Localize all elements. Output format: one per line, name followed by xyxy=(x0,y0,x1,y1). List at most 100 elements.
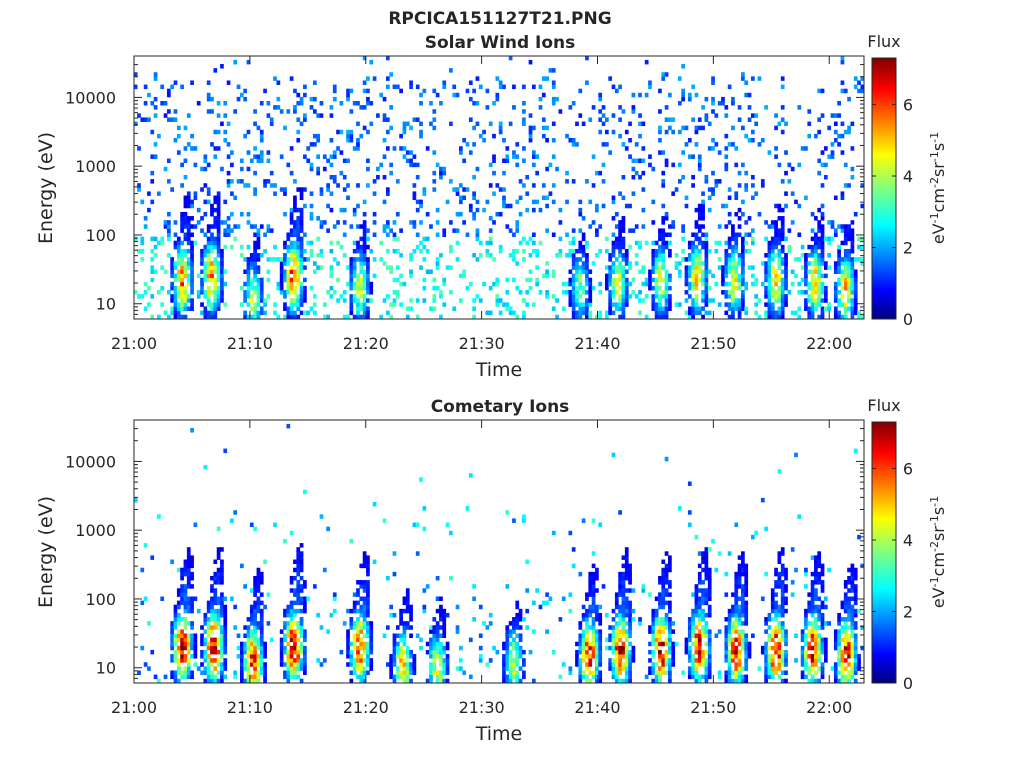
flux-cell xyxy=(847,273,851,279)
flux-cell xyxy=(415,314,420,320)
flux-cell xyxy=(661,625,666,630)
flux-cell xyxy=(724,658,729,663)
flux-cell xyxy=(346,129,350,135)
flux-cell xyxy=(256,257,261,262)
flux-cell xyxy=(621,228,626,233)
flux-cell xyxy=(206,290,211,295)
flux-cell xyxy=(203,166,208,172)
flux-cell xyxy=(737,575,742,581)
flux-cell xyxy=(173,641,178,647)
flux-cell xyxy=(674,302,679,307)
flux-cell xyxy=(230,211,234,217)
flux-cell xyxy=(425,649,430,655)
flux-cell xyxy=(366,228,370,233)
flux-cell xyxy=(309,248,314,254)
flux-cell xyxy=(432,170,437,176)
flux-cell xyxy=(435,621,440,626)
flux-cell xyxy=(581,216,586,221)
flux-cell xyxy=(210,236,214,242)
flux-cell xyxy=(462,158,467,164)
flux-cell xyxy=(750,273,755,279)
flux-cell xyxy=(528,133,533,139)
flux-cell xyxy=(180,277,184,283)
flux-cell xyxy=(777,207,782,213)
flux-cell xyxy=(173,298,178,303)
flux-cell xyxy=(293,666,297,671)
flux-cell xyxy=(611,216,616,221)
flux-cell xyxy=(342,298,347,303)
flux-cell xyxy=(648,658,652,663)
flux-cell xyxy=(392,290,397,295)
flux-cell xyxy=(213,257,218,262)
flux-cell xyxy=(578,240,583,246)
flux-cell xyxy=(780,236,785,242)
flux-cell xyxy=(346,641,350,647)
flux-cell xyxy=(767,302,772,307)
flux-cell xyxy=(392,649,397,655)
flux-cell xyxy=(694,604,699,610)
flux-cell xyxy=(614,600,619,606)
flux-cell xyxy=(694,592,699,597)
flux-cell xyxy=(724,678,729,684)
flux-cell xyxy=(522,658,526,663)
flux-cell xyxy=(522,183,526,188)
flux-cell xyxy=(442,649,447,655)
flux-cell xyxy=(366,600,370,606)
flux-cell xyxy=(585,261,589,266)
flux-cell xyxy=(658,604,662,610)
flux-cell xyxy=(721,203,725,209)
flux-cell xyxy=(442,84,447,90)
flux-cell xyxy=(210,207,214,213)
flux-cell xyxy=(299,588,304,593)
flux-cell xyxy=(518,179,523,184)
flux-cell xyxy=(581,265,586,270)
flux-cell xyxy=(256,600,261,606)
flux-cell xyxy=(770,257,775,262)
flux-cell xyxy=(558,674,563,680)
flux-cell xyxy=(651,649,656,655)
flux-cell xyxy=(183,641,188,647)
flux-cell xyxy=(741,236,745,242)
flux-cell xyxy=(213,666,218,671)
flux-cell xyxy=(628,265,632,270)
flux-cell xyxy=(611,617,616,622)
flux-cell xyxy=(505,649,510,655)
flux-cell xyxy=(180,248,184,254)
flux-cell xyxy=(588,298,593,303)
flux-cell xyxy=(701,281,705,287)
flux-cell xyxy=(634,158,639,164)
flux-cell xyxy=(737,302,742,307)
flux-cell xyxy=(668,617,672,622)
flux-cell xyxy=(684,195,689,201)
flux-cell xyxy=(608,277,613,283)
flux-cell xyxy=(731,637,735,643)
flux-cell xyxy=(385,76,390,81)
flux-cell xyxy=(349,265,354,270)
flux-cell xyxy=(369,621,374,626)
flux-cell xyxy=(658,273,662,279)
flux-cell xyxy=(210,612,214,618)
flux-cell xyxy=(804,654,808,659)
flux-cell xyxy=(704,592,709,597)
flux-cell xyxy=(220,662,224,667)
flux-cell xyxy=(289,633,294,638)
flux-cell xyxy=(186,633,191,638)
flux-cell xyxy=(359,654,364,659)
flux-cell xyxy=(747,105,752,110)
flux-cell xyxy=(747,654,752,659)
flux-cell xyxy=(137,294,141,299)
flux-cell xyxy=(634,240,639,246)
flux-cell xyxy=(223,199,228,205)
flux-cell xyxy=(780,294,785,299)
flux-cell xyxy=(525,240,530,246)
flux-cell xyxy=(336,277,340,283)
flux-cell xyxy=(203,265,208,270)
flux-cell xyxy=(157,678,161,684)
flux-cell xyxy=(654,253,659,258)
flux-cell xyxy=(153,244,158,250)
flux-cell xyxy=(697,265,702,270)
flux-cell xyxy=(303,658,307,663)
flux-cell xyxy=(525,588,530,593)
flux-cell xyxy=(366,555,370,560)
flux-cell xyxy=(668,298,672,303)
